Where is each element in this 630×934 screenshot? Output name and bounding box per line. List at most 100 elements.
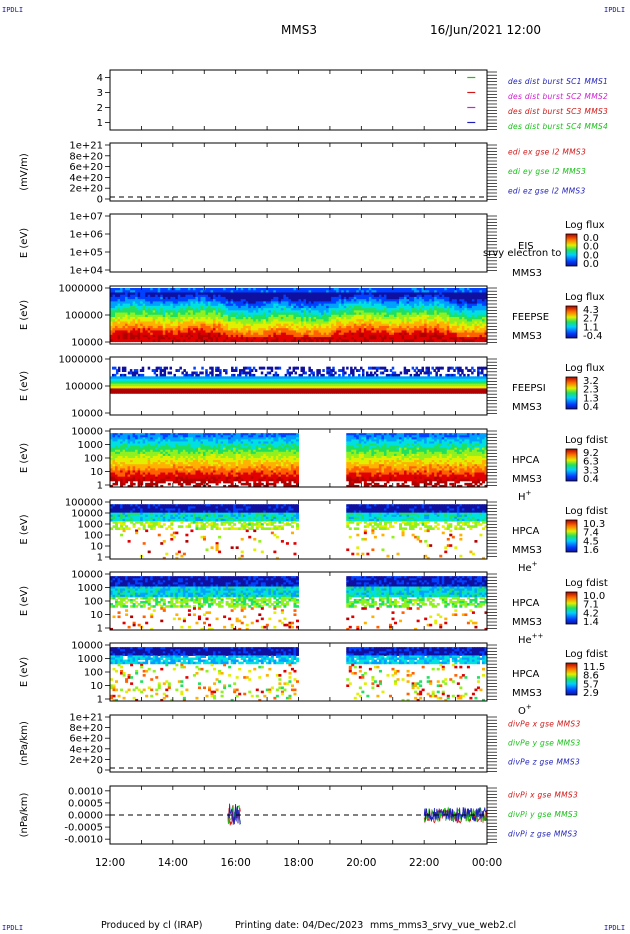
feepse-cell [205,301,209,305]
feepse-cell [122,294,126,298]
feepse-cell [351,308,355,311]
feepse-cell [341,301,345,305]
feepse-cell [233,321,237,325]
feepse-cell [177,292,181,296]
feepse-cell [167,337,171,340]
feepse-cell [409,332,413,336]
feepse-cell [142,328,146,331]
feepse-cell [290,314,295,318]
feepse-cell [313,299,317,302]
feepse-cell [147,294,151,298]
feepse-cell [220,292,224,296]
feepse-cell [378,317,383,320]
feepse-cell [180,288,184,291]
feepse-cell [288,288,292,291]
feepse-cell [409,319,413,323]
feepse-cell [170,296,174,300]
feepse-cell [213,312,217,316]
feepse-cell [170,325,174,329]
feepse-cell [180,290,184,294]
feepse-cell [406,323,410,327]
feepse-cell [147,301,151,305]
feepse-cell [371,296,375,300]
feepse-cell [441,308,445,311]
feepse-cell [283,312,287,316]
feepse-cell [250,339,254,343]
feepse-cell [117,294,121,298]
feepse-cell [190,292,194,296]
feepse-cell [157,317,161,320]
feepse-cell [434,314,438,318]
feepse-cell [341,310,345,314]
feepse-cell [404,290,408,294]
feepse-cell [283,319,287,323]
feepse-cell [356,337,360,340]
feepse-cell [409,312,413,316]
feepse-cell [245,319,249,323]
feepse-cell [157,296,161,300]
feepse-cell [233,305,237,309]
feepse-cell [157,321,161,325]
feepse-cell [263,319,267,323]
feepse-cell [383,325,388,329]
feepse-cell [391,296,395,300]
feepse-cell [155,312,159,316]
feepse-cell [152,323,156,327]
feepse-cell [147,314,151,318]
feepse-cell [195,294,199,298]
feepse-cell [220,294,224,298]
feepse-cell [411,314,415,318]
feepse-cell [230,323,234,327]
feepse-cell [205,319,209,323]
feepse-cell [446,337,450,340]
feepse-cell [308,330,312,334]
feepse-cell [195,321,199,325]
feepse-cell [426,319,430,323]
feepse-cell [155,310,159,314]
feepse-cell [147,337,151,340]
feepse-cell [338,334,342,338]
feepse-cell [265,290,269,294]
feepse-cell [185,290,189,294]
feepse-cell [416,321,420,325]
feepse-cell [421,305,425,309]
feepse-cell [368,303,372,307]
feepse-cell [396,339,400,343]
feepse-cell [316,299,320,302]
feepse-cell [323,303,327,307]
feepse-cell [424,314,428,318]
feepse-cell [208,332,212,336]
feepse-cell [333,330,337,334]
feepse-cell [388,328,393,331]
feepse-cell [218,332,222,336]
feepse-cell [301,314,305,318]
feepse-cell [376,330,380,334]
feepse-cell [456,305,460,309]
feepse-cell [446,301,450,305]
feepse-cell [263,308,267,311]
feepse-cell [155,292,159,296]
feepse-cell [170,339,174,343]
feepse-cell [419,323,423,327]
feepse-cell [258,288,262,291]
feepse-cell [130,310,134,314]
feepse-cell [117,299,121,302]
feepse-cell [243,290,247,294]
feepse-cell [419,339,423,343]
feepse-cell [316,330,320,334]
feepse-cell [356,308,360,311]
feepse-cell [368,323,372,327]
feepse-cell [421,299,425,302]
feepse-cell [394,288,398,291]
feepse-cell [316,301,320,305]
feepse-cell [341,294,345,298]
feepse-cell [409,308,413,311]
feepse-cell [363,319,367,323]
feepse-cell [366,308,370,311]
feepse-cell [225,308,229,311]
feepse-cell [248,290,252,294]
feepse-cell [280,288,285,291]
feepse-cell [401,296,405,300]
feepse-cell [220,312,224,316]
feepse-cell [135,330,139,334]
